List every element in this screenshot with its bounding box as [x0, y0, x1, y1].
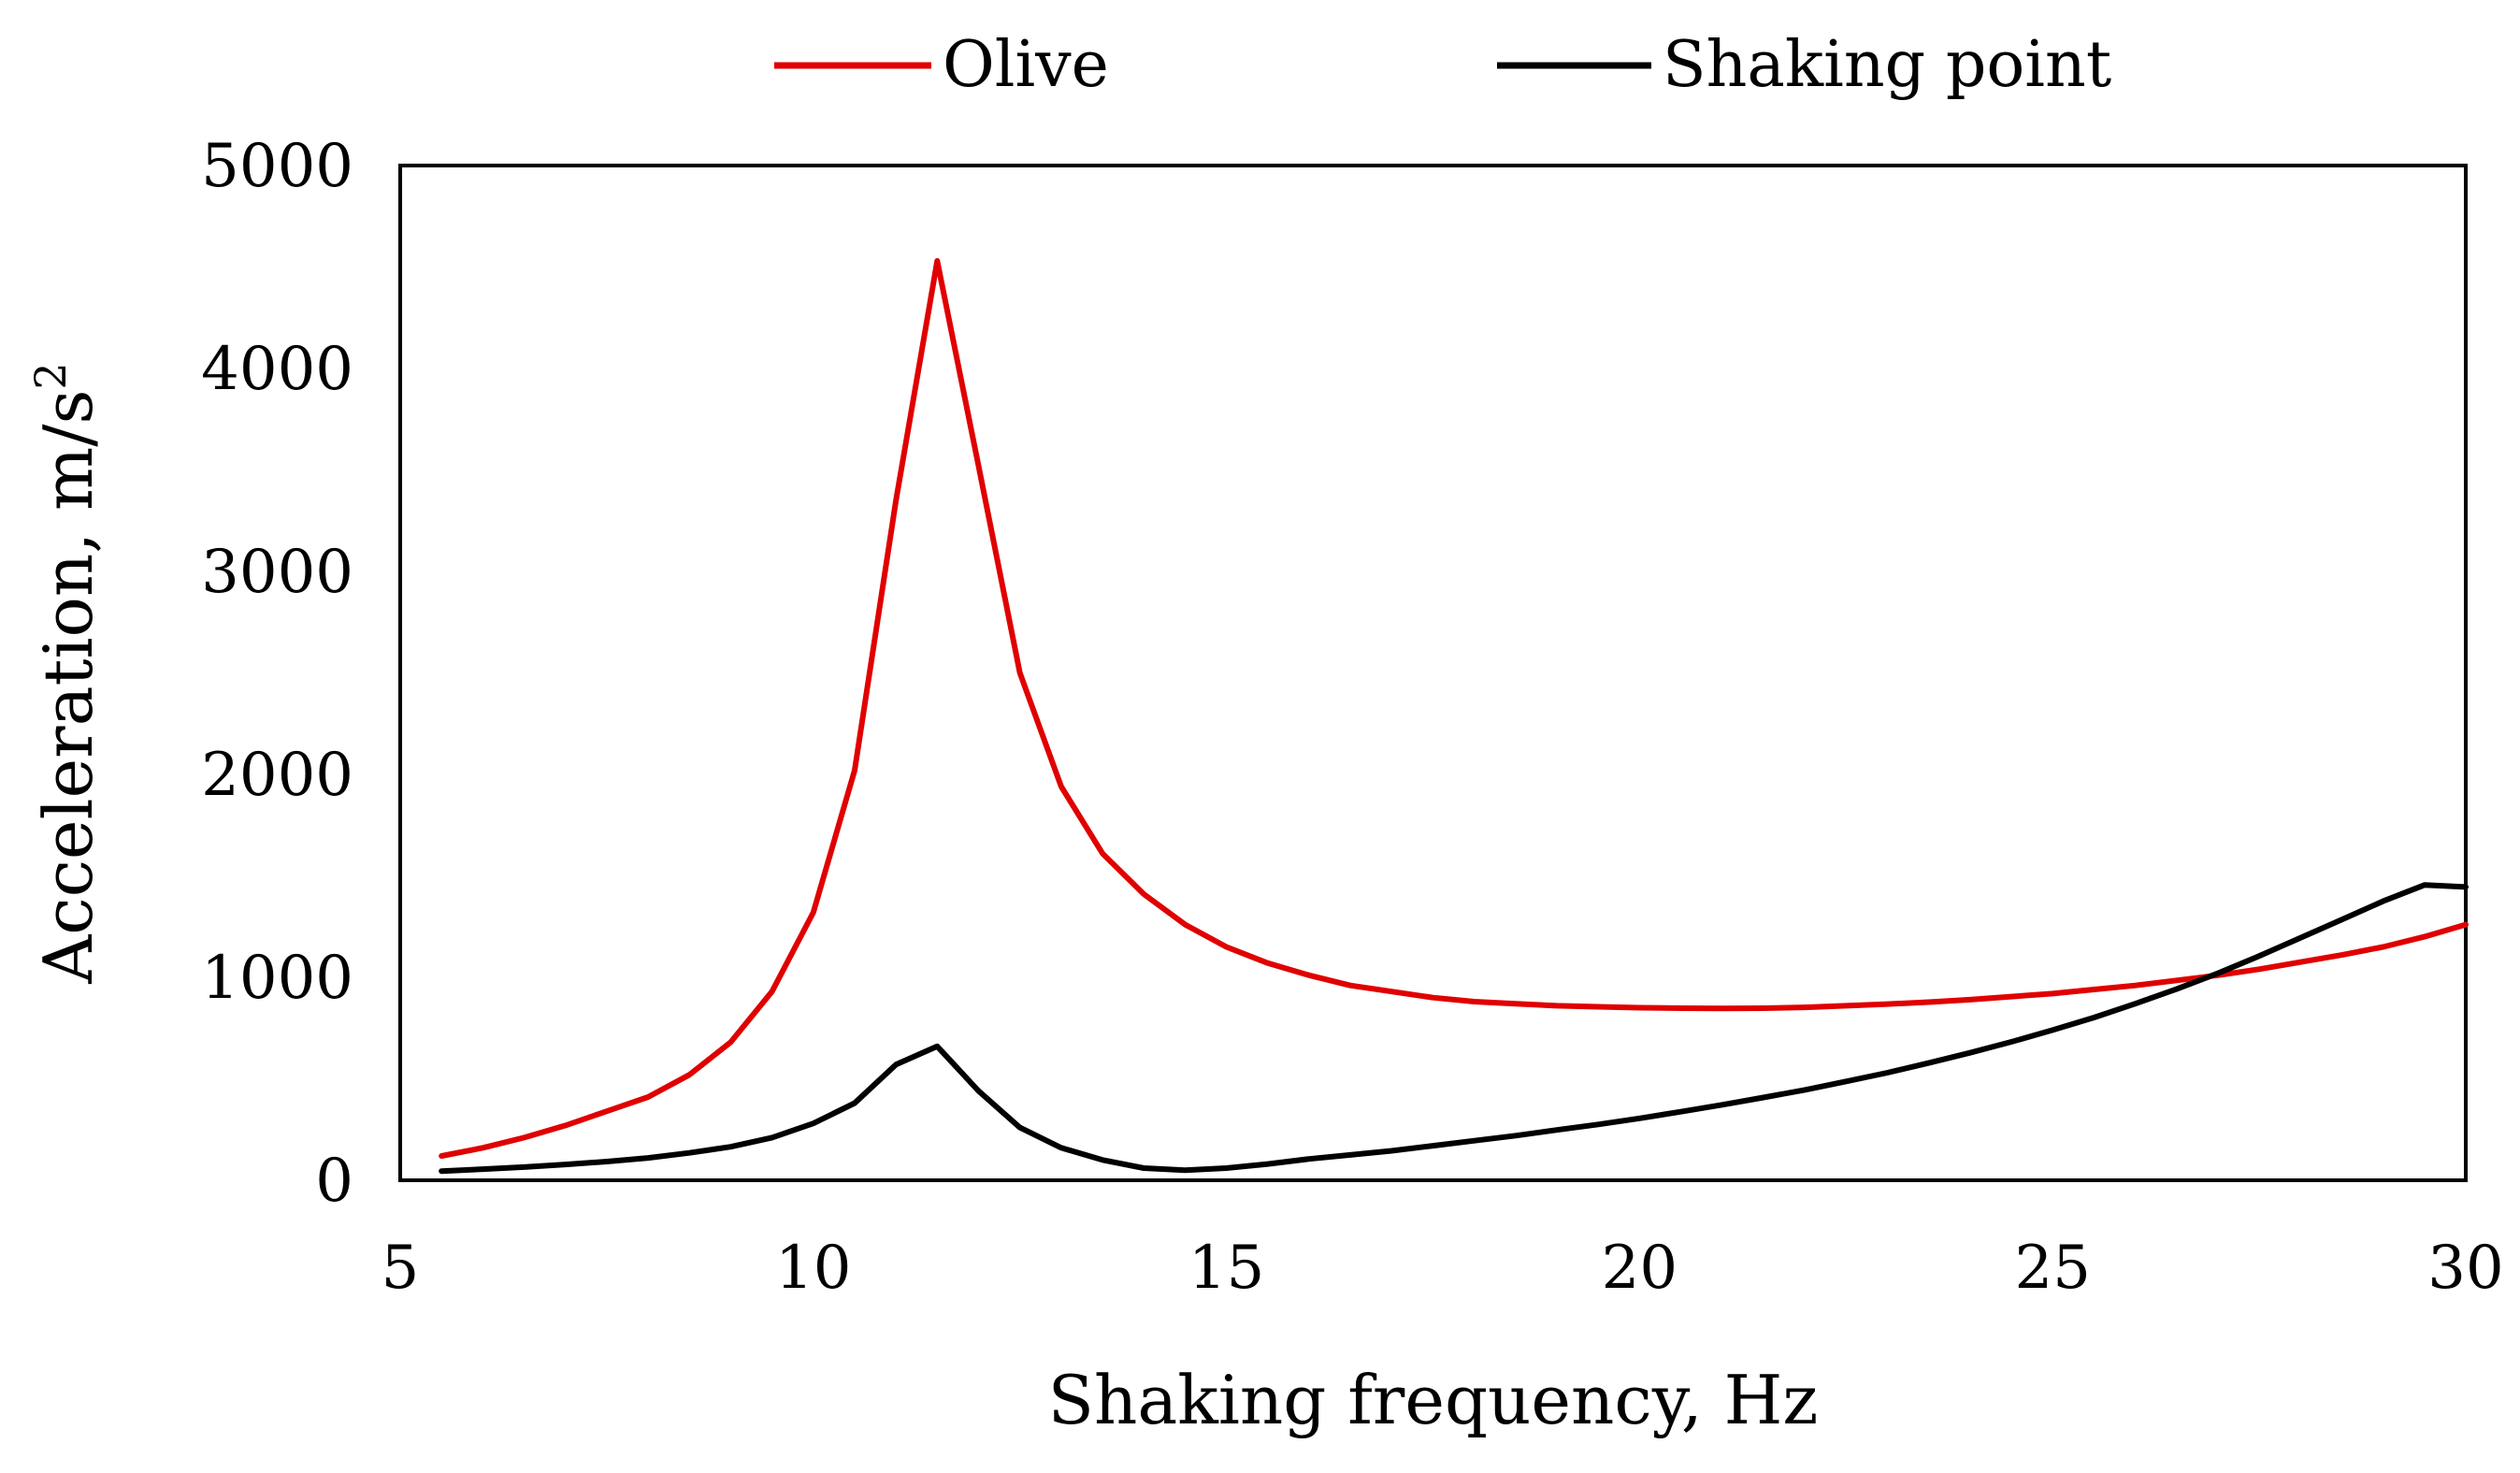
plot-area	[398, 164, 2469, 1182]
plot-frame	[398, 164, 2468, 1182]
y-axis-title: Acceleration, m/s2	[25, 362, 108, 984]
series-line-shaking-point	[439, 882, 2469, 1175]
axis-ticks: 5 10 15 20 25 30 0 1000 2000 3000 4000 5000	[201, 132, 2504, 1303]
x-tick-label: 5	[382, 1234, 420, 1303]
y-tick-label: 2000	[201, 741, 353, 810]
y-tick-label: 5000	[201, 132, 353, 201]
legend-label-olive: Olive	[943, 28, 1109, 102]
x-tick-label: 25	[2014, 1234, 2090, 1303]
y-tick-label: 3000	[201, 538, 353, 607]
y-tick-label: 1000	[201, 944, 353, 1013]
y-axis-title-superscript: 2	[25, 362, 76, 389]
x-tick-label: 20	[1602, 1234, 1678, 1303]
y-axis-title-text: Acceleration, m/s	[29, 390, 108, 985]
x-tick-label: 15	[1188, 1234, 1264, 1303]
y-tick-label: 4000	[201, 335, 353, 404]
x-axis-title: Shaking frequency, Hz	[1048, 1361, 1819, 1439]
x-tick-label: 30	[2427, 1234, 2503, 1303]
legend: Olive Shaking point	[774, 28, 2111, 102]
y-tick-label: 0	[315, 1147, 353, 1216]
legend-label-shaking-point: Shaking point	[1663, 28, 2111, 102]
series-line-olive	[439, 258, 2469, 1159]
x-tick-label: 10	[775, 1234, 851, 1303]
